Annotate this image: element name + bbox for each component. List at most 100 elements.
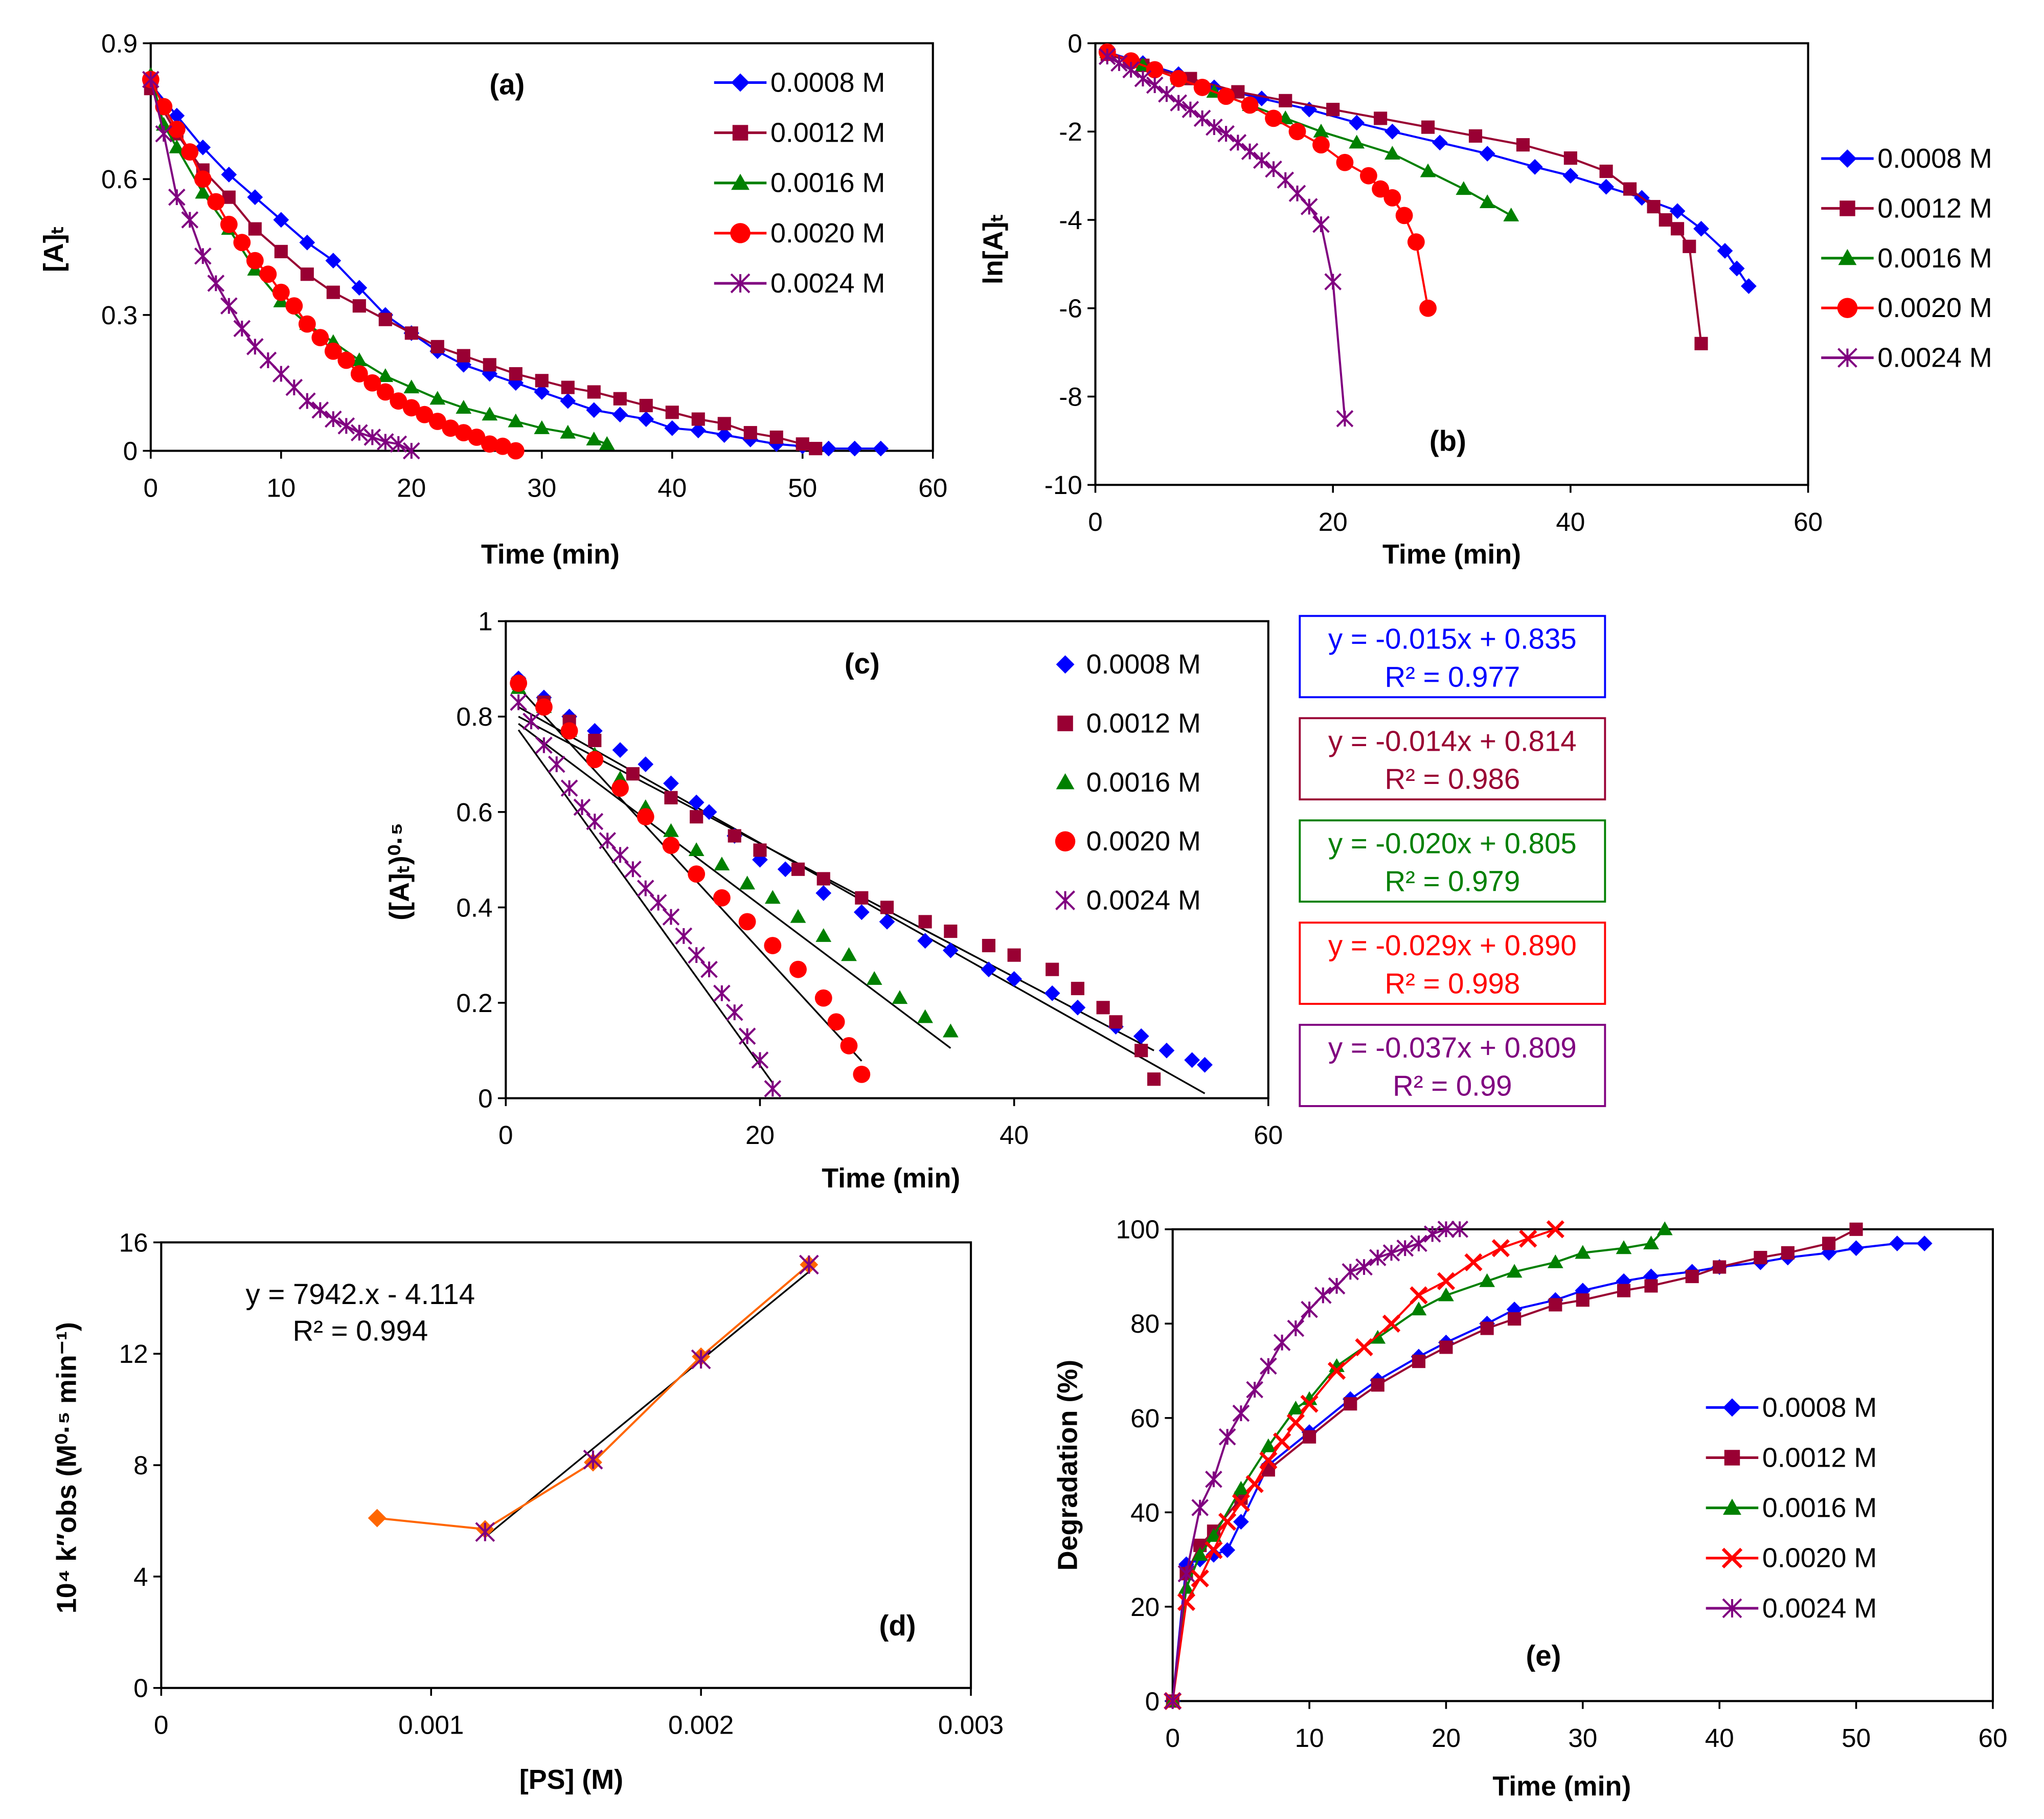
triangle-marker	[1411, 1301, 1427, 1316]
equation-box: y = -0.015x + 0.835 R² = 0.977	[1299, 615, 1606, 699]
square-marker	[587, 385, 601, 399]
legend-label: 0.0024 M	[770, 268, 885, 299]
star-marker	[573, 798, 591, 816]
circle-marker	[194, 170, 212, 188]
x-tick-label: 0.003	[938, 1710, 1004, 1739]
square-marker	[274, 244, 288, 258]
x-marker	[1259, 1451, 1278, 1470]
triangle-marker	[1438, 1287, 1454, 1301]
x-marker	[1721, 1547, 1743, 1568]
x-marker	[1491, 1239, 1510, 1257]
legend-label: 0.0016 M	[770, 168, 885, 198]
legend-label: 0.0020 M	[1762, 1543, 1877, 1574]
square-marker	[1096, 1001, 1110, 1015]
trendline	[517, 729, 774, 1084]
star-marker	[475, 1522, 495, 1542]
x-tick-label: 20	[397, 473, 426, 502]
triangle-marker	[1616, 1240, 1632, 1254]
circle-marker	[1336, 153, 1354, 171]
star-marker	[1218, 1428, 1236, 1446]
x-tick-label: 10	[266, 473, 296, 502]
diamond-marker	[586, 402, 602, 418]
circle-marker	[840, 1037, 858, 1054]
star-marker	[168, 188, 186, 206]
star-marker	[688, 946, 705, 964]
circle-marker	[311, 329, 329, 347]
x-axis-label: Time (min)	[481, 539, 620, 570]
equation-box: y = -0.037x + 0.809 R² = 0.99	[1299, 1024, 1606, 1107]
series-0-0012-M	[144, 82, 823, 456]
triangle-marker	[1503, 208, 1519, 221]
star-marker	[738, 1027, 756, 1045]
square-marker	[1713, 1260, 1727, 1274]
trendline-r2: R² = 0.977	[1384, 661, 1520, 693]
x-tick-label: 60	[918, 473, 947, 502]
square-marker	[1849, 1222, 1863, 1236]
triangle-marker	[456, 400, 472, 414]
y-tick-label: 0.4	[456, 893, 492, 922]
legend-label: 0.0020 M	[1086, 826, 1201, 857]
legend-item: 0.0024 M	[1706, 1593, 1877, 1624]
circle-marker	[259, 265, 277, 283]
triangle-marker	[1575, 1245, 1591, 1259]
legend-item: 0.0012 M	[1706, 1442, 1877, 1473]
trendline-r2: R² = 0.986	[1384, 763, 1520, 795]
y-tick-label: -2	[1059, 117, 1082, 146]
legend-item: 0.0012 M	[714, 118, 885, 148]
star-marker	[560, 779, 578, 797]
star-marker	[1273, 1334, 1291, 1352]
circle-marker	[1419, 299, 1437, 317]
square-marker	[1421, 120, 1435, 134]
star-marker	[1134, 70, 1152, 87]
star-marker	[1328, 1277, 1346, 1295]
square-marker	[728, 829, 741, 843]
square-marker	[1303, 1430, 1316, 1444]
diamond-marker	[1479, 146, 1495, 162]
circle-marker	[1383, 189, 1401, 207]
y-tick-label: 0	[478, 1084, 493, 1113]
triangle-marker	[1206, 1528, 1222, 1542]
star-marker	[1241, 143, 1259, 160]
y-tick-label: 16	[119, 1228, 148, 1257]
y-tick-label: 0.6	[456, 798, 492, 827]
square-marker	[1046, 962, 1059, 976]
triangle-marker	[351, 352, 368, 366]
x-tick-label: 0	[498, 1120, 513, 1150]
square-marker	[1439, 1340, 1453, 1354]
series-fit-points	[475, 1254, 819, 1542]
star-marker	[1396, 1239, 1414, 1257]
star-marker	[142, 71, 160, 88]
equation-box: y = -0.014x + 0.814 R² = 0.986	[1299, 717, 1606, 801]
circle-marker	[402, 399, 420, 417]
star-marker	[700, 960, 718, 978]
square-marker	[457, 349, 470, 363]
circle-marker	[442, 419, 460, 437]
square-marker	[1468, 129, 1483, 143]
star-marker	[246, 338, 264, 355]
legend-label: 0.0012 M	[1877, 193, 1992, 223]
square-marker	[626, 767, 640, 781]
square-marker	[1647, 200, 1661, 214]
star-marker	[662, 908, 680, 926]
diamond-marker	[221, 167, 237, 183]
circle-marker	[298, 315, 316, 333]
square-marker	[743, 426, 757, 440]
legend-item: 0.0016 M	[1056, 767, 1201, 798]
triangle-marker	[195, 185, 211, 199]
x-marker	[1410, 1286, 1428, 1305]
legend-item: 0.0008 M	[1706, 1392, 1877, 1423]
triangle-marker	[1456, 181, 1472, 195]
star-marker	[298, 392, 316, 410]
triangle-marker	[508, 413, 524, 428]
x-tick-label: 30	[1568, 1723, 1597, 1753]
trendline-r2: R² = 0.994	[292, 1315, 428, 1347]
trendline-equation: y = -0.014x + 0.814	[1328, 725, 1577, 757]
triangle-marker	[1233, 1480, 1249, 1495]
triangle-marker	[688, 842, 705, 856]
star-marker	[1314, 1287, 1332, 1304]
triangle-marker	[599, 436, 615, 450]
circle-marker	[390, 392, 407, 410]
triangle-marker	[560, 424, 576, 439]
legend-label: 0.0016 M	[1086, 767, 1201, 798]
star-marker	[624, 860, 642, 878]
